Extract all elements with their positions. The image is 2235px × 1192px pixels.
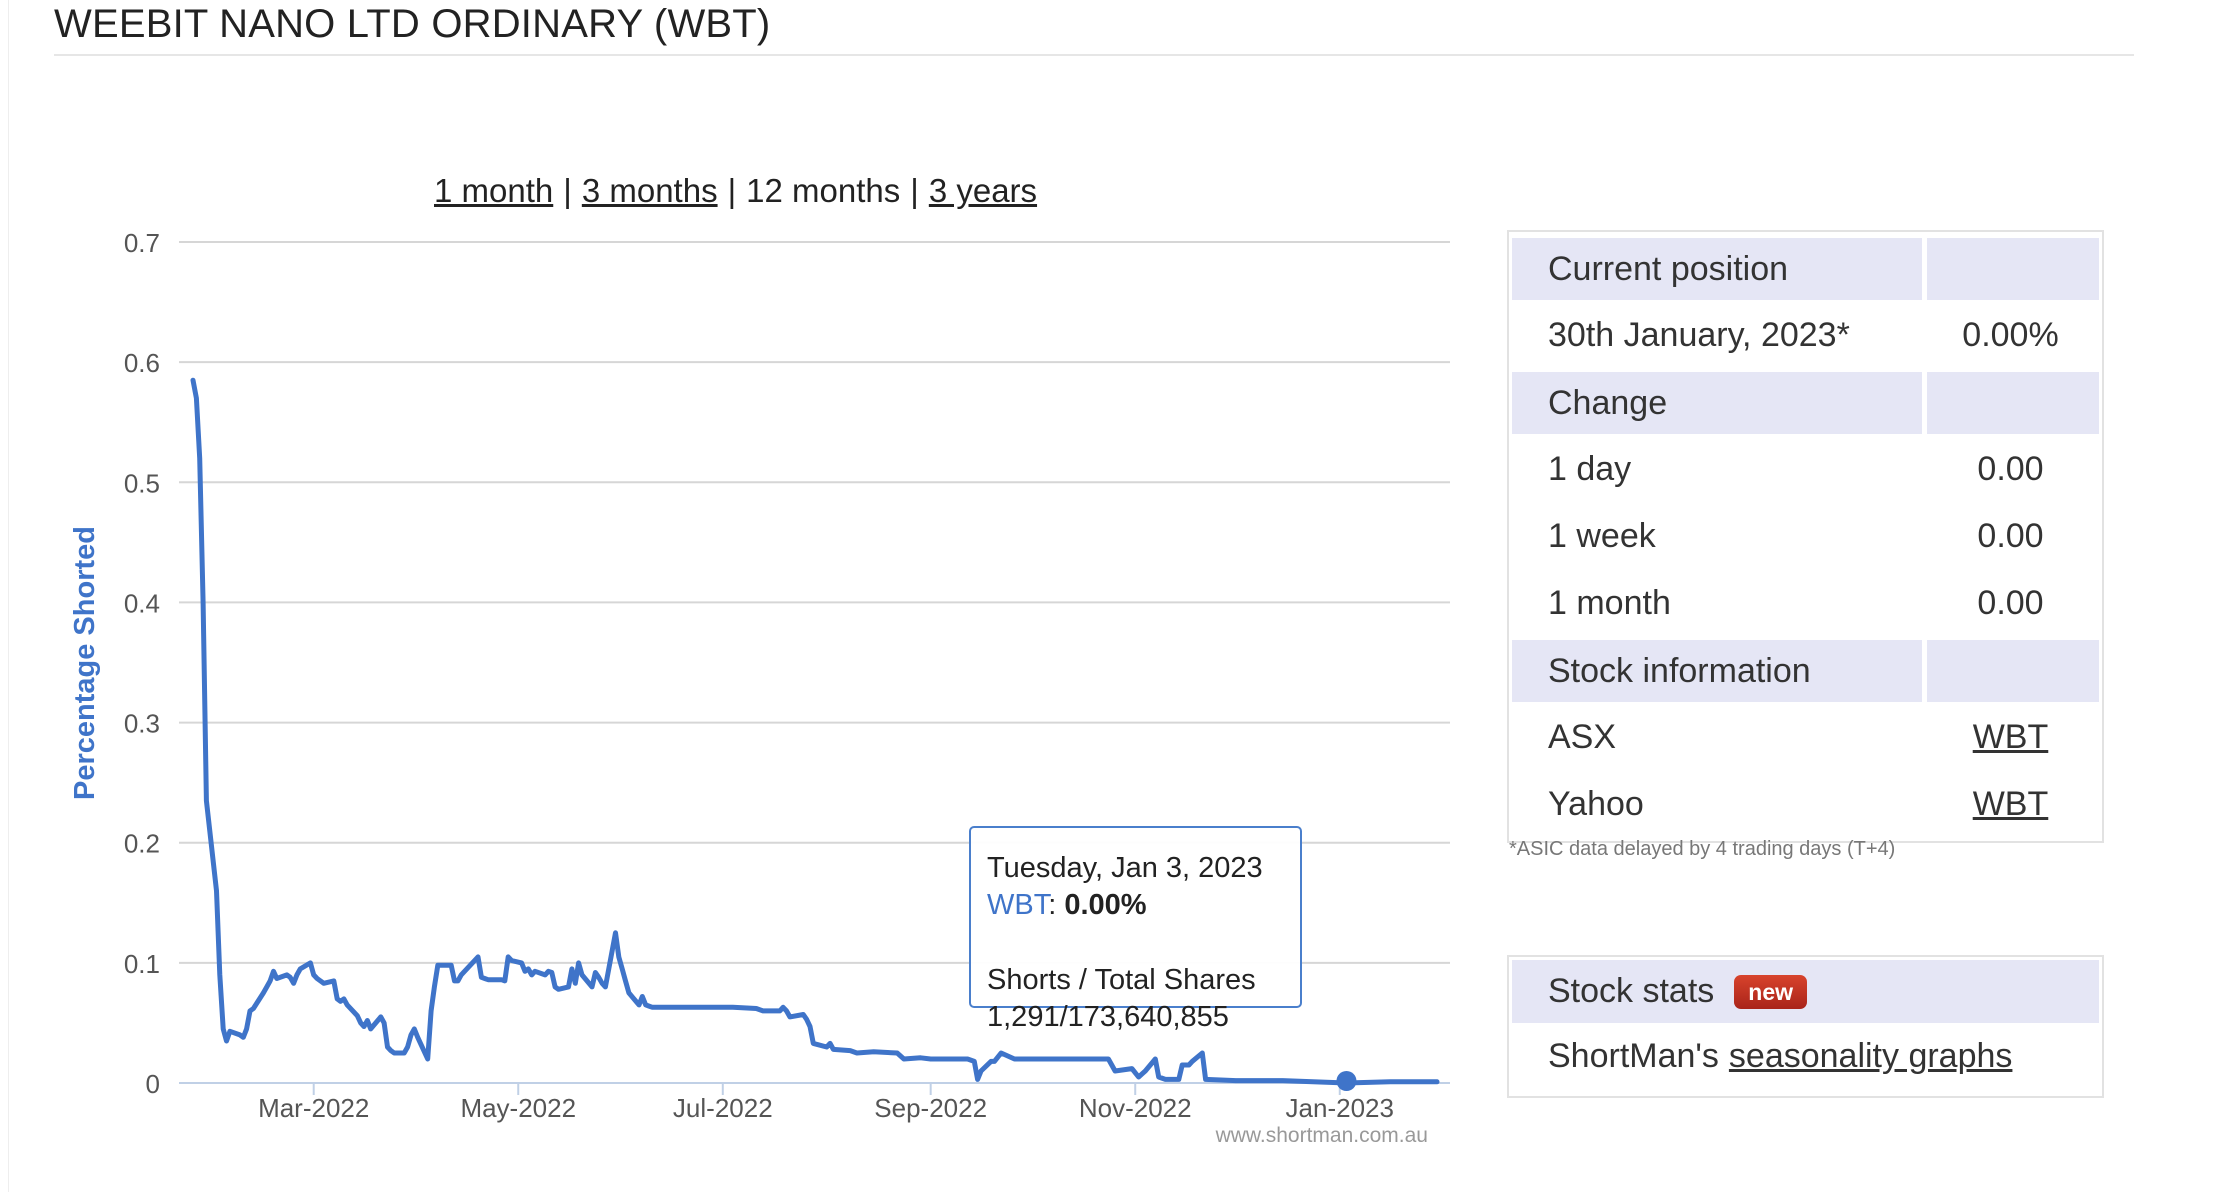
table-section-header: Stock information bbox=[1512, 637, 2099, 704]
range-option-12-months: 12 months bbox=[746, 172, 901, 209]
y-tick-label: 0.1 bbox=[124, 949, 160, 979]
tooltip-date: Tuesday, Jan 3, 2023 bbox=[987, 852, 1263, 884]
row-value bbox=[1927, 371, 2099, 434]
seasonality-graphs-link[interactable]: seasonality graphs bbox=[1728, 1037, 2013, 1075]
row-label: 1 month bbox=[1548, 584, 1671, 622]
row-label: 1 week bbox=[1548, 517, 1656, 555]
row-label: Change bbox=[1512, 371, 1922, 434]
hover-point-marker bbox=[1336, 1071, 1357, 1091]
asic-delay-note: *ASIC data delayed by 4 trading days (T+… bbox=[1509, 838, 1896, 860]
row-label: Current position bbox=[1512, 237, 1922, 300]
tooltip-value: 0.00% bbox=[1064, 889, 1147, 921]
x-tick-label: Jan-2023 bbox=[1286, 1093, 1394, 1123]
stock-stats-header: Stock stats new bbox=[1512, 960, 2099, 1023]
stock-stats-title: Stock stats bbox=[1548, 972, 1715, 1010]
y-tick-label: 0.6 bbox=[124, 348, 160, 378]
x-tick-label: Sep-2022 bbox=[874, 1093, 987, 1123]
range-option-1-month[interactable]: 1 month bbox=[434, 172, 554, 209]
row-value: 0.00 bbox=[1922, 584, 2099, 623]
position-summary-table: Current position 30th January, 2023* 0.00%… bbox=[1507, 230, 2104, 843]
row-label: ASX bbox=[1548, 718, 1617, 756]
range-separator: | bbox=[727, 172, 737, 209]
y-tick-label: 0 bbox=[146, 1069, 160, 1099]
page-title: WEEBIT NANO LTD ORDINARY (WBT) bbox=[54, 2, 771, 46]
stock-stats-box: Stock stats new ShortMan's seasonality g… bbox=[1507, 955, 2104, 1098]
row-value: 0.00 bbox=[1922, 517, 2099, 556]
y-tick-label: 0.7 bbox=[124, 228, 160, 258]
row-value bbox=[1927, 237, 2099, 300]
table-section-header: Current position bbox=[1512, 235, 2099, 302]
seasonality-prefix: ShortMan's bbox=[1548, 1037, 1719, 1075]
tooltip-value-line: WBT: 0.00% bbox=[987, 889, 1147, 921]
table-row: Yahoo WBT bbox=[1512, 771, 2099, 838]
y-tick-label: 0.4 bbox=[124, 588, 160, 618]
y-tick-label: 0.3 bbox=[124, 709, 160, 739]
ticker-link: WBT bbox=[1922, 785, 2099, 824]
table-row: 1 month 0.00 bbox=[1512, 570, 2099, 637]
range-option-3-months[interactable]: 3 months bbox=[581, 172, 718, 209]
tooltip-series-name: WBT bbox=[987, 889, 1049, 921]
range-separator: | bbox=[563, 172, 572, 209]
chart-credit: www.shortman.com.au bbox=[1215, 1124, 1428, 1147]
ticker-link: WBT bbox=[1922, 718, 2099, 757]
row-value: 0.00 bbox=[1922, 450, 2099, 489]
tooltip-shares-value: 1,291/173,640,855 bbox=[987, 1001, 1229, 1033]
row-value-text: 0.00 bbox=[1977, 517, 2044, 555]
range-option-3-years[interactable]: 3 years bbox=[928, 172, 1038, 209]
row-value-text: 0.00 bbox=[1977, 450, 2044, 488]
new-badge: new bbox=[1734, 974, 1808, 1009]
row-label: Stock information bbox=[1512, 639, 1922, 702]
row-label: Yahoo bbox=[1548, 785, 1644, 823]
row-label: 30th January, 2023* bbox=[1548, 316, 1850, 354]
row-label: 1 day bbox=[1548, 450, 1632, 488]
table-row: 30th January, 2023* 0.00% bbox=[1512, 302, 2099, 369]
x-tick-label: Mar-2022 bbox=[258, 1093, 369, 1123]
table-row: 1 week 0.00 bbox=[1512, 503, 2099, 570]
title-divider bbox=[54, 54, 2134, 56]
row-value bbox=[1927, 639, 2099, 702]
ticker-link-text[interactable]: WBT bbox=[1972, 785, 2049, 823]
y-tick-label: 0.5 bbox=[124, 468, 160, 498]
table-row: 1 day 0.00 bbox=[1512, 436, 2099, 503]
row-value-text: 0.00 bbox=[1977, 584, 2044, 622]
chart-tooltip: Tuesday, Jan 3, 2023 WBT: 0.00% Shorts /… bbox=[969, 826, 1302, 1033]
x-tick-label: Nov-2022 bbox=[1079, 1093, 1192, 1123]
page-left-border bbox=[8, 0, 9, 1192]
tooltip-shares-label: Shorts / Total Shares bbox=[987, 964, 1256, 996]
seasonality-line: ShortMan's seasonality graphs bbox=[1512, 1023, 2099, 1090]
y-tick-label: 0.2 bbox=[124, 829, 160, 859]
table-row: ASX WBT bbox=[1512, 704, 2099, 771]
row-value: 0.00% bbox=[1922, 316, 2099, 355]
short-position-chart: 0 0.1 0.2 0.3 0.4 0.5 0.6 0.7 Mar-2022 May-2022 Ju… bbox=[69, 228, 1450, 1147]
range-separator: | bbox=[910, 172, 919, 209]
x-tick-label: May-2022 bbox=[460, 1093, 576, 1123]
y-axis-title: Percentage Shorted bbox=[69, 526, 101, 800]
ticker-link-text[interactable]: WBT bbox=[1972, 718, 2049, 756]
range-selector: 1 month | 3 months | 12 months | 3 years bbox=[434, 172, 1037, 210]
series-line-wbt bbox=[190, 377, 1440, 1086]
table-section-header: Change bbox=[1512, 369, 2099, 436]
x-tick-label: Jul-2022 bbox=[673, 1093, 773, 1123]
row-value-text: 0.00% bbox=[1962, 316, 2059, 354]
